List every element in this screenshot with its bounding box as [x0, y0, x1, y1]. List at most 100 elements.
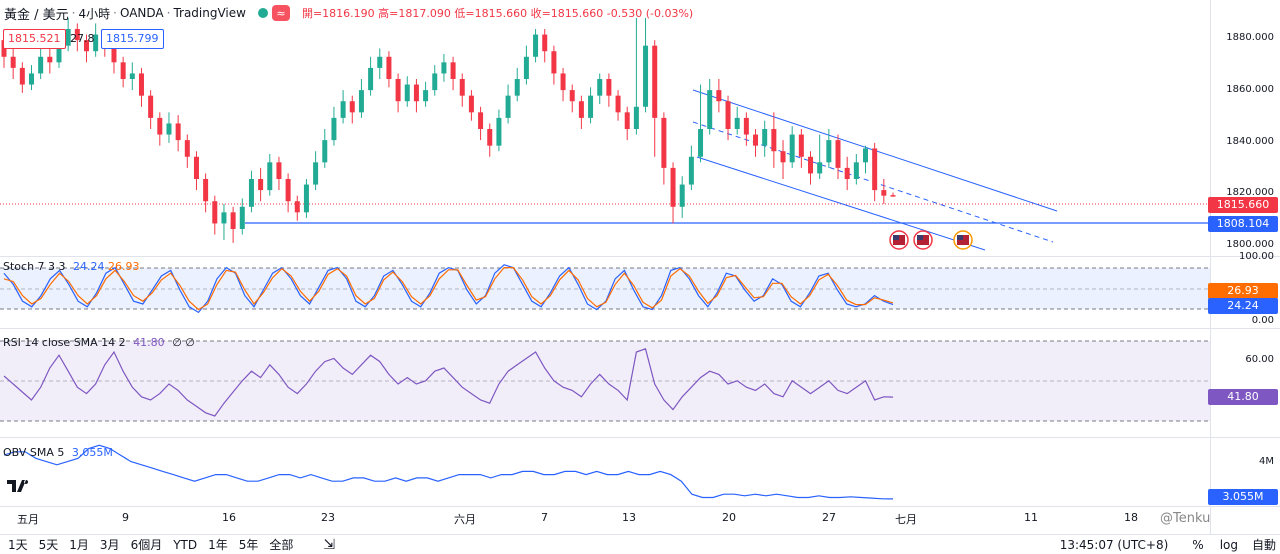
candle-body — [303, 184, 309, 213]
candle-body — [771, 129, 777, 152]
range-5y[interactable]: 5年 — [238, 538, 259, 552]
candle-body — [331, 117, 337, 141]
candle-body — [588, 95, 594, 118]
us-flag-icon[interactable] — [953, 230, 973, 250]
candle-body — [358, 90, 364, 113]
interval-label[interactable]: 4小時 — [78, 6, 111, 21]
candle-body — [533, 34, 539, 57]
pane-separator[interactable] — [0, 506, 1280, 507]
candle-body — [863, 148, 869, 163]
candle-body — [890, 195, 896, 197]
date-range-icon[interactable]: ⇲ — [323, 536, 336, 553]
range-1d[interactable]: 1天 — [8, 538, 28, 552]
candle-body — [789, 134, 795, 163]
range-1m[interactable]: 1月 — [69, 538, 89, 552]
percent-toggle[interactable]: % — [1192, 537, 1204, 552]
candle-body — [606, 79, 612, 96]
candle-body — [578, 101, 584, 118]
candle-body — [743, 117, 749, 135]
range-ytd[interactable]: YTD — [173, 537, 198, 552]
auto-toggle[interactable]: 自動 — [1251, 538, 1276, 552]
candle-body — [551, 51, 557, 74]
symbol-name[interactable]: 黃金 / 美元 — [4, 7, 69, 23]
obv-tag: 3.055M — [1208, 489, 1278, 505]
candle-body — [450, 62, 456, 79]
candle-body — [688, 156, 694, 185]
candle-body — [138, 73, 144, 96]
candle-body — [340, 101, 346, 118]
candle-body — [441, 62, 447, 74]
level-price-tag: 1808.104 — [1208, 216, 1278, 232]
time-label: 7 — [541, 511, 548, 524]
clock-time[interactable]: 13:45:07 (UTC+8) — [1059, 537, 1169, 552]
range-all[interactable]: 全部 — [269, 538, 294, 552]
price-tick: 1860.000 — [1226, 84, 1274, 95]
range-5d[interactable]: 5天 — [38, 538, 59, 552]
candle-body — [166, 123, 172, 135]
candle-body — [459, 79, 465, 96]
candle-body — [267, 162, 273, 191]
candle-body — [569, 90, 575, 102]
candle-body — [83, 40, 89, 52]
candle-body — [679, 184, 685, 207]
time-label: 9 — [122, 511, 129, 524]
candle-body — [377, 56, 383, 68]
candle-body — [670, 167, 676, 207]
candle-body — [276, 162, 282, 179]
candle-body — [38, 56, 44, 74]
candle-body — [725, 101, 731, 129]
candle-body — [844, 167, 850, 179]
candle-body — [478, 112, 484, 129]
candle-body — [74, 29, 80, 41]
candle-body — [93, 34, 99, 52]
us-flag-icon[interactable] — [889, 230, 909, 250]
range-3m[interactable]: 3月 — [99, 538, 120, 552]
range-6m[interactable]: 6個月 — [130, 538, 163, 552]
candle-body — [523, 56, 529, 79]
candle-body — [239, 206, 245, 229]
stoch-legend[interactable]: Stoch 7 3 3 24.24 26.93 — [3, 260, 140, 273]
candle-body — [212, 201, 218, 224]
stoch-axis-bottom: 0.00 — [1251, 315, 1274, 326]
tradingview-logo-icon[interactable] — [4, 474, 32, 498]
candle-body — [734, 117, 740, 129]
candle-body — [28, 73, 34, 85]
log-toggle[interactable]: log — [1219, 537, 1238, 552]
buy-price-box[interactable]: 1815.799 — [101, 29, 164, 49]
rsi-extra: ∅ ∅ — [172, 336, 195, 349]
candle-body — [881, 190, 887, 196]
candle-body — [826, 140, 832, 163]
spread-value: 27.8 — [70, 32, 95, 45]
channel-lower-line[interactable] — [696, 156, 986, 251]
candle-body — [615, 95, 621, 113]
sell-price-box[interactable]: 1815.521 — [3, 29, 66, 49]
candle-body — [203, 179, 209, 202]
candle-body — [652, 45, 658, 118]
rsi-line — [3, 348, 894, 417]
candle-body — [386, 56, 392, 79]
header-separator: · — [113, 6, 117, 20]
candle-body — [432, 73, 438, 91]
candle-body — [597, 79, 603, 96]
pane-separator[interactable] — [0, 328, 1280, 329]
ohlc-values: 開=1816.190 高=1817.090 低=1815.660 收=1815.… — [301, 7, 694, 20]
bottom-toolbar: 1天 5天 1月 3月 6個月 YTD 1年 5年 全部 ⇲ 13:45:07 … — [0, 534, 1280, 554]
obv-legend[interactable]: OBV SMA 5 3.055M — [3, 446, 113, 459]
candle-body — [349, 101, 355, 113]
stoch-axis-top: 100.00 — [1239, 251, 1274, 262]
time-label: 16 — [222, 511, 236, 524]
time-label: 七月 — [895, 513, 917, 526]
price-tick: 1880.000 — [1226, 32, 1274, 43]
pane-separator[interactable] — [0, 256, 1280, 257]
candle-body — [148, 95, 154, 118]
market-open-icon[interactable] — [257, 8, 268, 18]
pane-separator[interactable] — [0, 437, 1280, 438]
range-1y[interactable]: 1年 — [208, 538, 228, 552]
wave-icon[interactable]: ≈ — [271, 5, 290, 21]
candle-body — [10, 56, 16, 68]
candle-body — [395, 79, 401, 102]
stoch-name: Stoch 7 3 3 — [3, 260, 66, 273]
us-flag-icon[interactable] — [913, 230, 933, 250]
rsi-legend[interactable]: RSI 14 close SMA 14 2 41.80 ∅ ∅ — [3, 336, 195, 349]
